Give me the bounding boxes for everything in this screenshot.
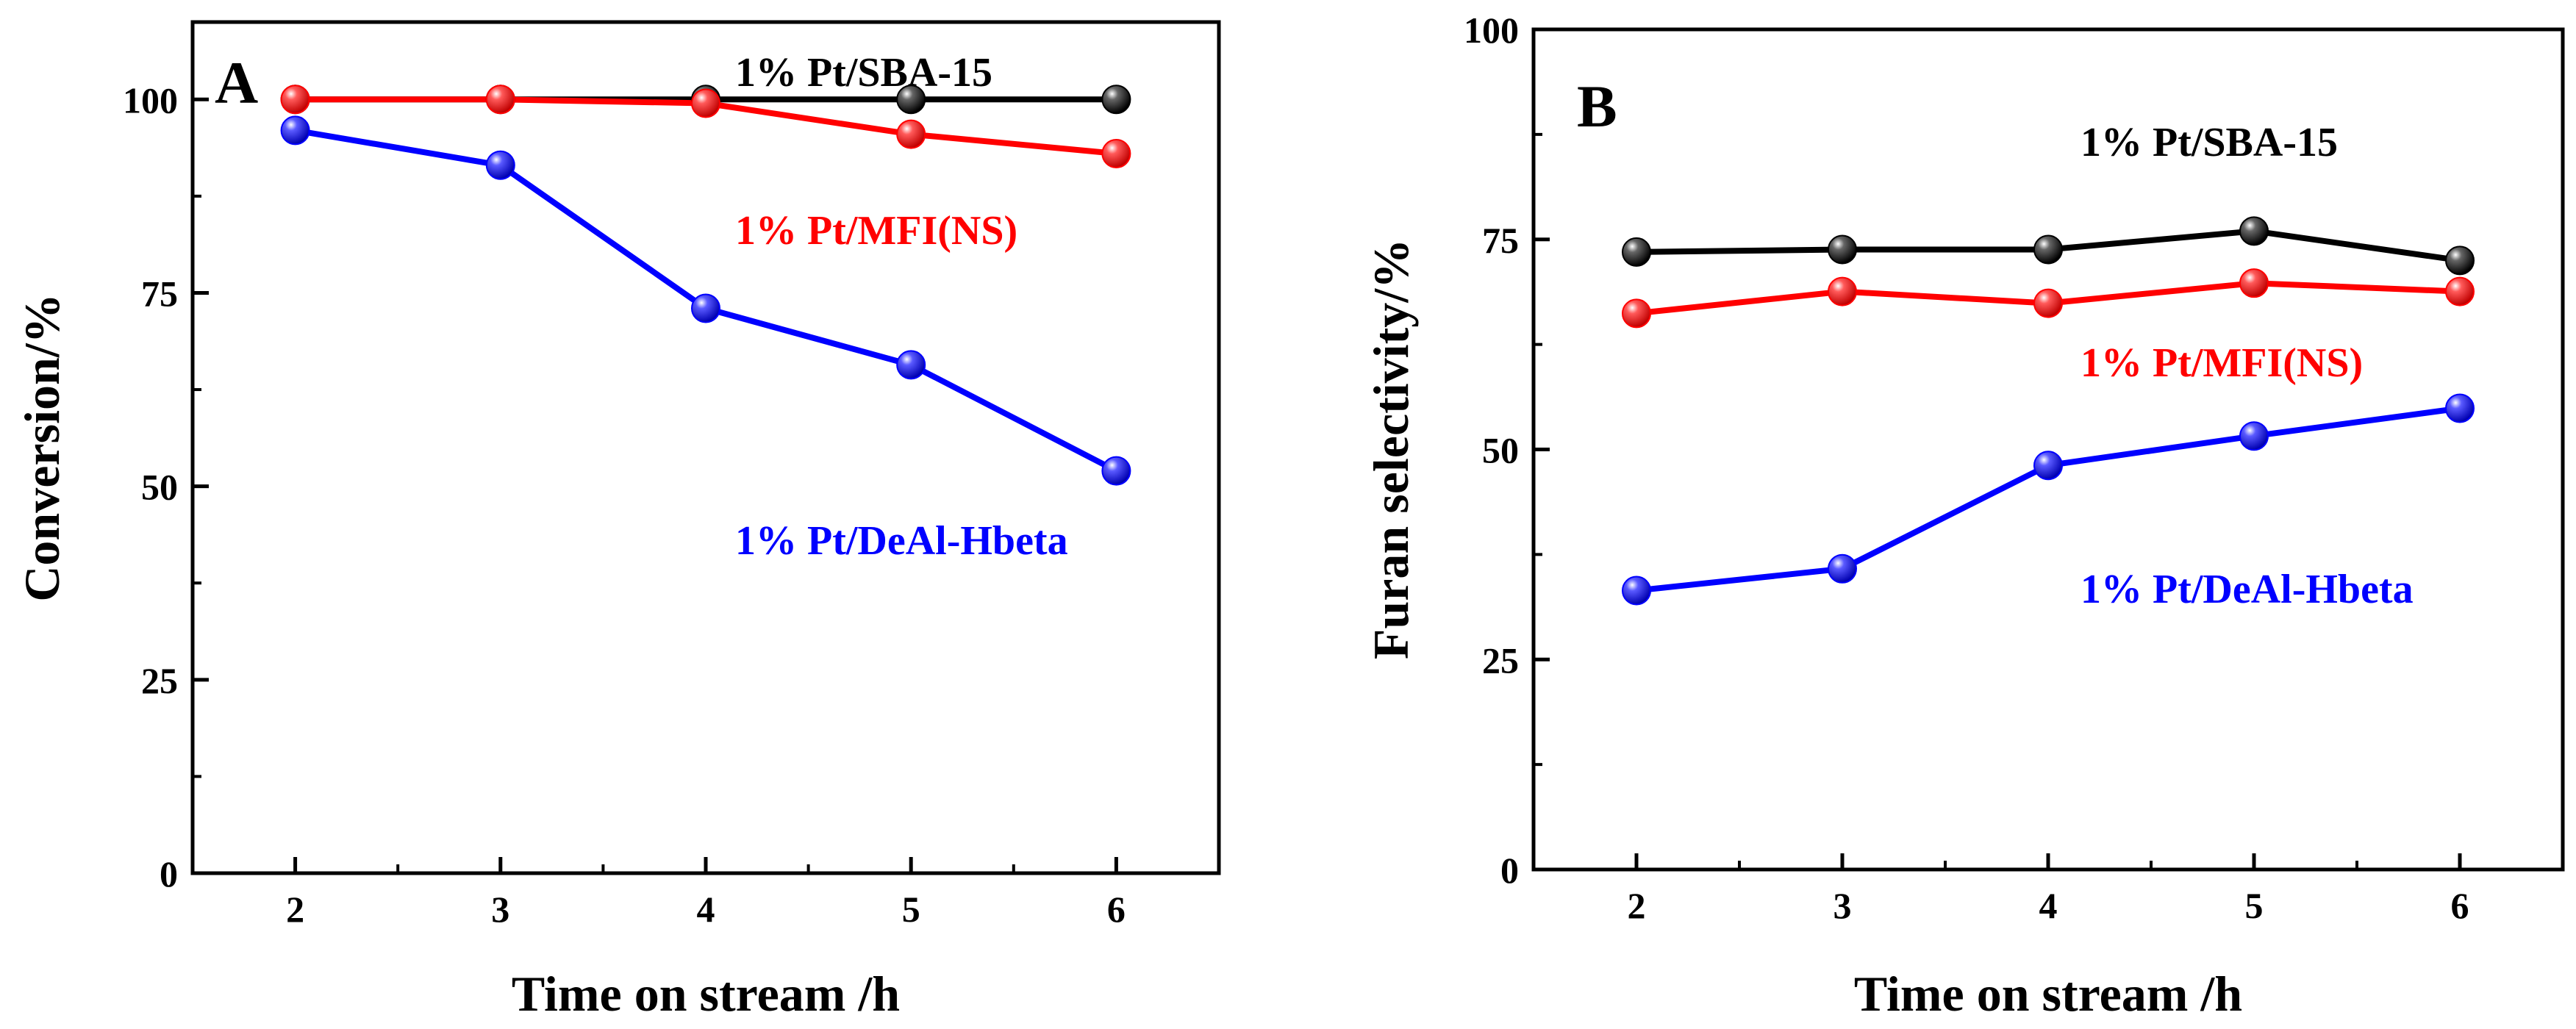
x-tick-label-a: 3 [491, 889, 509, 930]
x-tick-label-a: 5 [902, 889, 920, 930]
series-labels-b: 1% Pt/SBA-15 1% Pt/MFI(NS) 1% Pt/DeAl-Hb… [2081, 120, 2414, 612]
data-point-deal-b [2239, 421, 2269, 451]
data-point-mfi-b [2033, 288, 2063, 318]
x-axis-title-a: Time on stream /h [512, 966, 900, 1022]
data-point-deal-a [1101, 456, 1131, 486]
series-label-sba15-a: 1% Pt/SBA-15 [735, 50, 992, 96]
series-group-a [280, 85, 1131, 486]
x-tick-label-b: 5 [2245, 885, 2264, 926]
data-point-mfi-a [280, 85, 310, 115]
y-tick-label-b: 75 [1482, 220, 1519, 261]
axis-ticks-b: 2 3 4 5 6 0 25 50 75 100 [1464, 10, 2469, 926]
y-axis-title-a: Conversion/% [14, 293, 70, 601]
chart-panel-b: B Time on stream /h Furan selectivity/% … [1363, 10, 2565, 1022]
data-point-sba15-b [1828, 234, 1857, 265]
x-tick-label-a: 2 [286, 889, 304, 930]
x-tick-label-b: 2 [1628, 885, 1646, 926]
series-label-deal-a: 1% Pt/DeAl-Hbeta [735, 518, 1068, 564]
y-tick-label-a: 75 [141, 273, 178, 314]
y-tick-label-b: 50 [1482, 430, 1519, 471]
data-point-sba15-b [2239, 216, 2269, 246]
series-labels-a: 1% Pt/SBA-15 1% Pt/MFI(NS) 1% Pt/DeAl-Hb… [735, 50, 1068, 564]
x-axis-title-b: Time on stream /h [1854, 966, 2242, 1022]
x-tick-label-b: 3 [1833, 885, 1852, 926]
y-tick-label-b: 100 [1464, 10, 1519, 51]
data-point-mfi-b [1622, 298, 1651, 329]
series-label-mfi-b: 1% Pt/MFI(NS) [2081, 340, 2363, 386]
series-line-deal-b [1636, 405, 2461, 594]
data-point-sba15-b [2445, 245, 2475, 276]
data-point-deal-a [896, 350, 926, 380]
y-tick-label-a: 50 [141, 467, 178, 508]
series-group-b [1622, 216, 2475, 606]
data-point-mfi-a [485, 85, 515, 115]
data-point-deal-a [691, 293, 720, 323]
chart-panel-a: A Time on stream /h Conversion/% 2 3 4 5 602… [14, 20, 1221, 1022]
x-tick-label-a: 4 [697, 889, 715, 930]
series-label-sba15-b: 1% Pt/SBA-15 [2081, 120, 2338, 165]
data-point-mfi-b [1828, 276, 1857, 306]
data-point-mfi-a [896, 119, 926, 149]
data-point-deal-a [280, 115, 310, 146]
data-point-deal-b [1622, 576, 1651, 606]
data-point-sba15-b [2033, 234, 2063, 265]
data-point-sba15-a [896, 85, 926, 115]
data-point-deal-a [485, 150, 515, 180]
data-point-mfi-b [2239, 268, 2269, 298]
x-tick-label-b: 4 [2039, 885, 2058, 926]
axis-ticks-a: 2 3 4 5 6 0 25 50 75 100 [123, 79, 1126, 930]
data-point-mfi-a [1101, 138, 1131, 168]
y-tick-label-b: 0 [1500, 850, 1519, 891]
data-point-deal-b [1828, 553, 1857, 584]
y-tick-label-a: 0 [160, 853, 178, 894]
data-point-mfi-a [691, 88, 720, 118]
y-axis-title-b: Furan selectivity/% [1363, 239, 1419, 659]
panel-label-b: B [1577, 73, 1617, 140]
panel-label-a: A [215, 49, 258, 116]
data-point-sba15-b [1622, 237, 1651, 267]
x-tick-label-a: 6 [1107, 889, 1126, 930]
series-label-deal-b: 1% Pt/DeAl-Hbeta [2081, 567, 2414, 612]
series-label-mfi-a: 1% Pt/MFI(NS) [735, 208, 1017, 254]
plot-frame-b [1531, 27, 2565, 872]
y-tick-label-a: 25 [141, 660, 178, 701]
y-tick-label-a: 100 [123, 79, 178, 121]
data-point-sba15-a [1101, 85, 1131, 115]
y-tick-label-b: 25 [1482, 639, 1519, 681]
data-point-mfi-b [2445, 276, 2475, 306]
x-tick-label-b: 6 [2451, 885, 2469, 926]
data-point-deal-b [2033, 451, 2063, 481]
data-point-deal-b [2445, 393, 2475, 423]
